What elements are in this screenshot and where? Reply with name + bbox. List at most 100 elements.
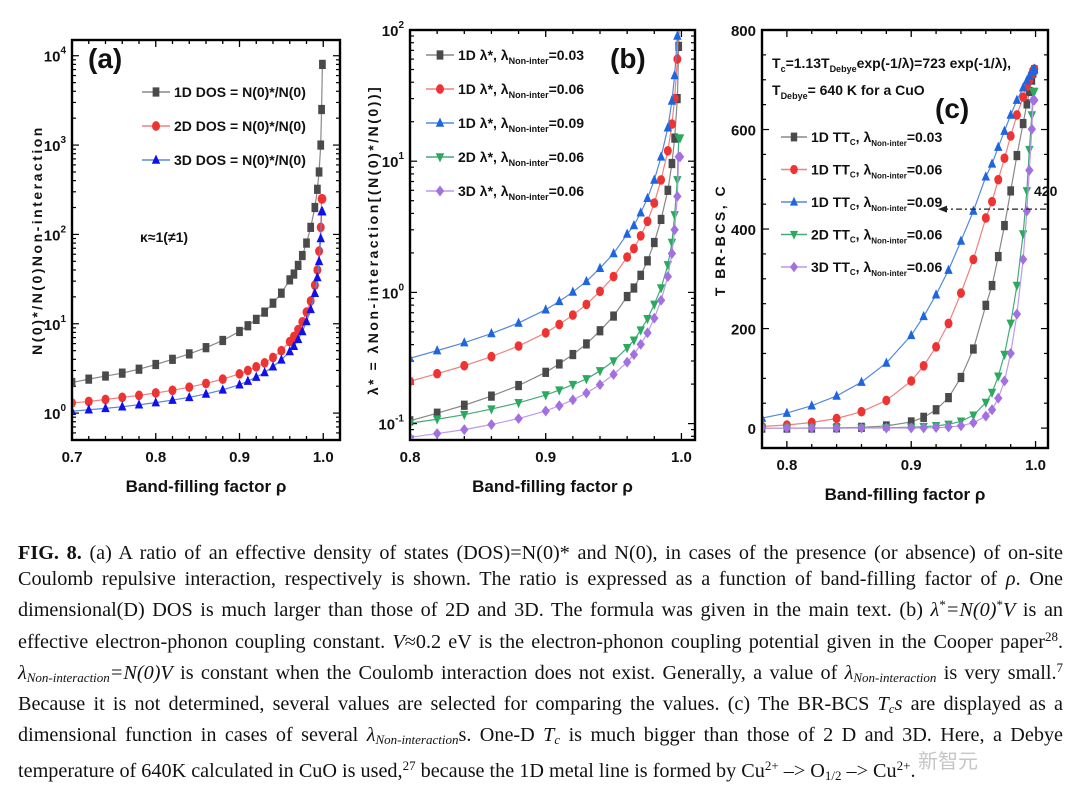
- data-point: [663, 122, 673, 132]
- data-point: [656, 151, 666, 161]
- data-point: [782, 407, 792, 417]
- legend-marker: [790, 132, 798, 142]
- data-point: [307, 222, 315, 232]
- data-point: [656, 284, 666, 294]
- data-point: [541, 304, 550, 314]
- legend-item: 2D DOS = N(0)*/N(0): [142, 118, 306, 134]
- data-point: [314, 255, 324, 266]
- data-point: [541, 391, 550, 401]
- caption-segment: c: [554, 732, 561, 748]
- data-point: [582, 275, 591, 286]
- figure-8: 0.7 0.8 0.9 1.0 100 101 102 103 104 Band-filling …: [29, 2, 1058, 504]
- legend-item: 1D λ*, λNon-inter=0.03: [426, 47, 584, 66]
- caption-segment: V: [392, 630, 405, 653]
- data-point: [432, 415, 442, 425]
- data-point: [514, 399, 523, 409]
- data-point: [319, 59, 326, 70]
- data-point: [1000, 153, 1009, 164]
- data-point: [1030, 63, 1039, 73]
- data-point: [1007, 186, 1015, 196]
- figure-label: FIG. 8.: [18, 542, 82, 564]
- caption-segment: ρ: [1005, 568, 1016, 591]
- y-tick-label: 10-1: [378, 414, 404, 434]
- legend-marker: [435, 185, 445, 197]
- y-tick-label: 102: [44, 224, 67, 244]
- data-point: [670, 70, 679, 80]
- data-point: [311, 202, 319, 213]
- data-point: [907, 329, 916, 340]
- caption-segment: T: [543, 724, 555, 747]
- data-point: [969, 411, 978, 421]
- data-point: [294, 260, 302, 271]
- data-point: [956, 420, 966, 432]
- data-point: [218, 384, 227, 394]
- data-point: [169, 354, 176, 364]
- data-point: [763, 423, 767, 433]
- data-point: [318, 104, 325, 115]
- data-point: [269, 352, 277, 363]
- data-point: [663, 145, 672, 156]
- data-point: [1013, 150, 1021, 161]
- data-point: [987, 404, 997, 416]
- data-point: [956, 288, 965, 298]
- caption-segment: . One dimensional(D) DOS is much larger …: [18, 568, 1063, 622]
- panel-label-a: (a): [88, 43, 122, 74]
- data-point: [411, 354, 415, 363]
- arrow-head-icon: [938, 205, 947, 213]
- data-point: [932, 342, 941, 352]
- data-point: [994, 251, 1002, 262]
- data-point: [185, 391, 194, 402]
- data-point: [670, 211, 679, 221]
- caption-segment: *: [939, 597, 946, 613]
- data-point: [1012, 94, 1022, 104]
- legend-marker: [152, 87, 160, 97]
- data-point: [252, 314, 260, 324]
- data-point: [433, 368, 442, 379]
- legend-label: 3D TTC, λNon-inter=0.06: [811, 259, 942, 278]
- data-point: [202, 343, 210, 353]
- data-point: [609, 368, 618, 380]
- data-point: [84, 404, 93, 414]
- data-point: [643, 327, 652, 339]
- data-point: [460, 400, 468, 410]
- data-point: [622, 344, 632, 354]
- data-point: [956, 235, 966, 245]
- data-point: [487, 405, 496, 415]
- caption-segment: Non-interaction: [26, 669, 110, 685]
- data-point: [667, 238, 677, 248]
- data-point: [988, 196, 997, 207]
- data-point: [931, 422, 941, 434]
- data-point: [252, 361, 261, 372]
- caption-body: (a) A ratio of an effective density of s…: [18, 542, 1064, 783]
- data-point: [969, 254, 978, 265]
- data-point: [432, 345, 442, 355]
- data-point: [671, 133, 679, 143]
- x-tick-label: 1.0: [671, 449, 692, 466]
- data-point: [168, 385, 177, 396]
- caption-segment: –> O: [778, 760, 825, 783]
- data-point: [541, 327, 550, 338]
- data-point: [656, 294, 666, 306]
- caption-segment: Because it is not determined, several va…: [18, 693, 878, 716]
- panel-label-c: (c): [935, 93, 969, 124]
- data-point: [460, 410, 469, 421]
- data-point: [277, 354, 286, 364]
- legend-item: 1D λ*, λNon-inter=0.06: [426, 81, 584, 100]
- data-point: [185, 349, 193, 359]
- chart-panel-c: 0.8 0.9 1.0 0 200 400 600 800 Band-filling facto…: [712, 23, 1058, 504]
- legend-item: 1D λ*, λNon-inter=0.09: [426, 115, 584, 134]
- data-point: [1023, 99, 1031, 109]
- data-point: [675, 134, 685, 144]
- data-point: [568, 394, 578, 406]
- data-point: [277, 345, 286, 356]
- data-point: [675, 2, 683, 12]
- caption-segment: λ: [930, 599, 940, 622]
- caption-segment: is very small.: [936, 661, 1057, 684]
- caption-segment: are displayed as a dimensional function …: [18, 693, 1064, 747]
- data-point: [515, 380, 522, 391]
- data-point: [134, 399, 144, 409]
- legend-item: 1D DOS = N(0)*/N(0): [142, 84, 306, 100]
- data-point: [316, 233, 325, 243]
- data-point: [944, 421, 953, 433]
- data-point: [487, 328, 496, 338]
